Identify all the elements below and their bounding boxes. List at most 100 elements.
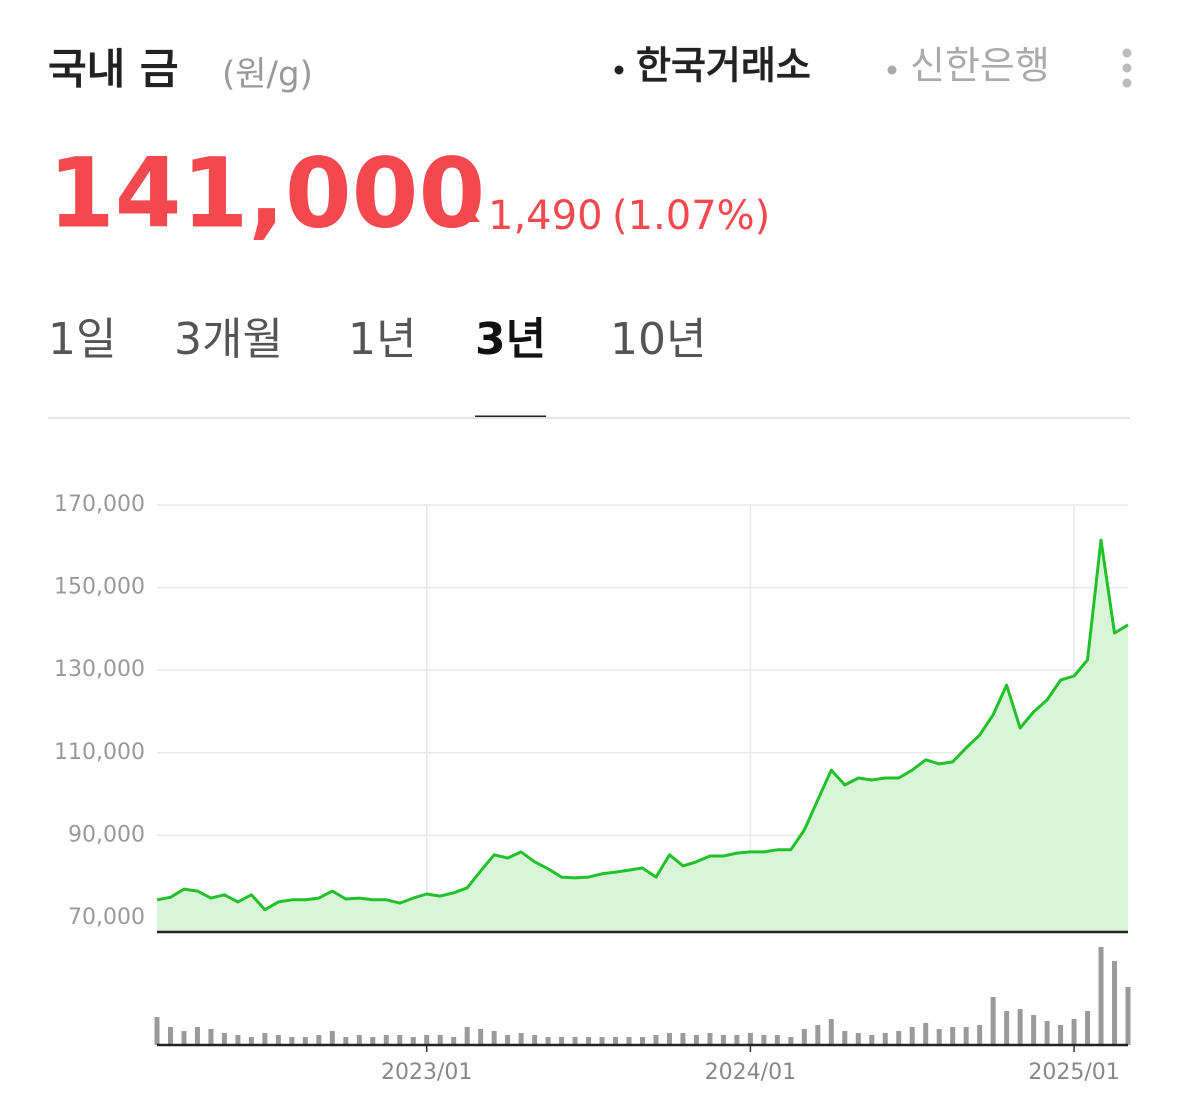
- volume-bar: [356, 1035, 362, 1045]
- volume-bar: [869, 1035, 875, 1045]
- volume-bar: [289, 1037, 295, 1045]
- change: 1,490: [488, 193, 603, 239]
- volume-bar: [478, 1029, 484, 1045]
- more-menu[interactable]: [1122, 48, 1132, 88]
- volume-bar: [505, 1035, 511, 1045]
- volume-bar: [720, 1035, 726, 1045]
- volume-bar: [424, 1035, 430, 1045]
- volume-bar: [747, 1033, 753, 1045]
- volume-bar: [262, 1033, 268, 1045]
- volume-bar: [316, 1035, 322, 1045]
- volume-bar: [1098, 947, 1104, 1045]
- volume-bar: [572, 1037, 578, 1045]
- volume-bar: [1058, 1025, 1064, 1045]
- volume-bar: [613, 1037, 619, 1045]
- volume-bar: [586, 1037, 592, 1045]
- volume-bar: [518, 1033, 524, 1045]
- source-tab[interactable]: 한국거래소: [636, 44, 811, 88]
- volume-bar: [680, 1033, 686, 1045]
- price-line: [156, 538, 1129, 912]
- volume-bar: [1031, 1015, 1037, 1045]
- volume-bar: [882, 1033, 888, 1045]
- volume-bar: [545, 1037, 551, 1045]
- volume-bar: [977, 1025, 983, 1045]
- volume-bar: [383, 1035, 389, 1045]
- volume-bar: [936, 1029, 942, 1045]
- volume-bar: [896, 1031, 902, 1045]
- period-tab[interactable]: 3개월: [174, 314, 283, 365]
- volume-bar: [532, 1035, 538, 1045]
- price: 141,000: [48, 137, 485, 249]
- volume-bar: [909, 1027, 915, 1045]
- volume-bar: [653, 1035, 659, 1045]
- volume-bar: [1004, 1011, 1010, 1045]
- volume-bar: [221, 1033, 227, 1045]
- volume-bar: [397, 1035, 403, 1045]
- volume-bar: [1071, 1019, 1077, 1045]
- unit: (원/g): [222, 55, 313, 95]
- x-tick-label: 2024/01: [705, 1060, 796, 1085]
- volume-bar: [626, 1037, 632, 1045]
- volume-bar: [640, 1037, 645, 1045]
- period-tab[interactable]: 10년: [610, 314, 706, 365]
- volume-bar: [370, 1037, 376, 1045]
- volume-bar: [707, 1033, 713, 1045]
- volume-bar: [923, 1023, 929, 1045]
- y-tick-label: 150,000: [54, 575, 145, 600]
- period-tab[interactable]: 1일: [48, 314, 116, 365]
- y-tick-label: 130,000: [54, 657, 145, 682]
- volume-bar: [154, 1017, 160, 1045]
- volume-bar: [208, 1029, 214, 1045]
- title: 국내 금: [48, 45, 179, 94]
- volume-bar: [842, 1031, 848, 1045]
- source-tab[interactable]: 신한은행: [910, 44, 1050, 88]
- y-tick-label: 110,000: [54, 740, 145, 765]
- volume-bar: [828, 1019, 834, 1045]
- volume-bar: [1017, 1009, 1023, 1045]
- volume-bar: [963, 1027, 969, 1045]
- x-tick-label: 2023/01: [381, 1060, 472, 1085]
- volume-bar: [693, 1035, 699, 1045]
- volume-bar: [815, 1025, 821, 1045]
- volume-bar: [491, 1031, 497, 1045]
- volume-bar: [774, 1035, 780, 1045]
- x-tick-label: 2025/01: [1028, 1060, 1119, 1085]
- volume-bar: [950, 1027, 956, 1045]
- volume-bar: [248, 1037, 254, 1045]
- volume-bar: [181, 1031, 187, 1045]
- y-tick-label: 90,000: [68, 822, 145, 847]
- volume-bar: [1125, 987, 1131, 1045]
- volume-bar: [599, 1037, 605, 1045]
- volume-bar: [235, 1035, 241, 1045]
- volume-bar: [451, 1037, 457, 1045]
- volume-bar: [761, 1035, 767, 1045]
- volume-bar: [788, 1037, 794, 1045]
- volume-bar: [194, 1027, 200, 1045]
- volume-bar: [855, 1033, 861, 1045]
- source-dot: [887, 65, 897, 75]
- volume-bar: [329, 1031, 335, 1045]
- volume-bar: [1085, 1011, 1091, 1045]
- volume-bar: [410, 1037, 416, 1045]
- volume-bar: [559, 1037, 565, 1045]
- y-tick-label: 70,000: [68, 905, 145, 930]
- volume-bar: [275, 1035, 281, 1045]
- period-tab[interactable]: 3년: [475, 314, 546, 365]
- y-tick-label: 170,000: [54, 492, 145, 517]
- volume-bar: [666, 1033, 672, 1045]
- period-tab[interactable]: 1년: [348, 314, 416, 365]
- volume-bar: [167, 1027, 173, 1045]
- volume-bar: [437, 1035, 443, 1045]
- volume-bar: [302, 1037, 308, 1045]
- volume-bar: [990, 997, 996, 1045]
- source-dot: [614, 65, 624, 75]
- volume-bar: [801, 1029, 807, 1045]
- up-arrow: [456, 206, 480, 222]
- volume-bar: [343, 1037, 349, 1045]
- volume-bar: [1112, 961, 1118, 1045]
- change-pct: (1.07%): [612, 193, 770, 239]
- volume-bar: [734, 1035, 740, 1045]
- volume-bar: [464, 1027, 470, 1045]
- area: [157, 540, 1128, 932]
